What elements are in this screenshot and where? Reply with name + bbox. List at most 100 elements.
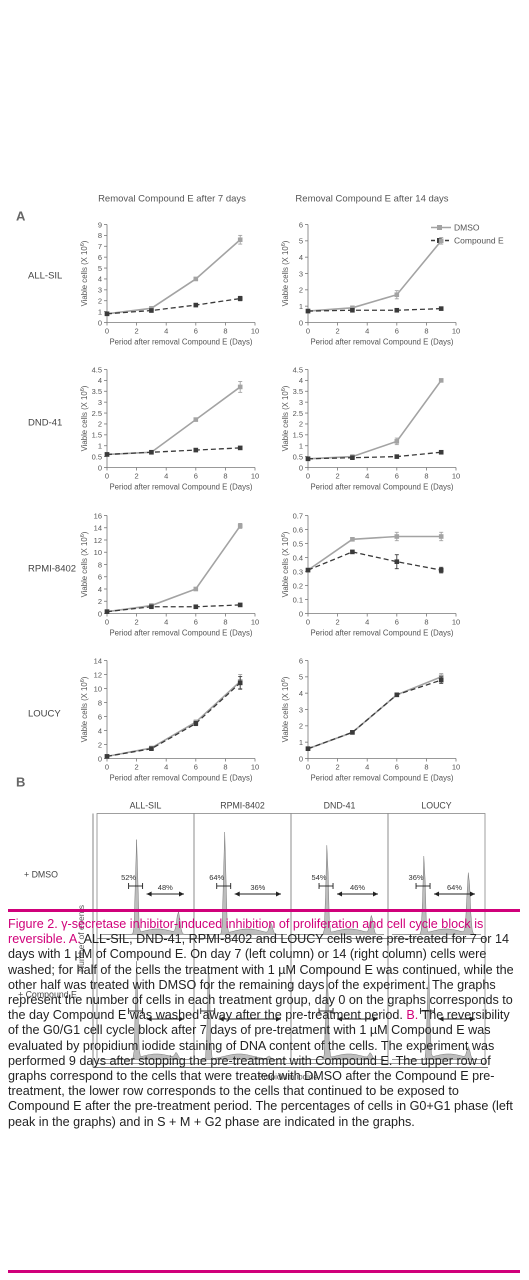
y-tick-label: 6 <box>98 253 102 262</box>
series-line-compound-e <box>106 682 241 758</box>
sg2m-gate-arrow <box>337 891 343 897</box>
row-label-dnd-41: DND-41 <box>28 418 62 429</box>
data-point-compound-e <box>350 455 355 460</box>
sg2m-gate-arrow <box>276 1016 281 1022</box>
y-tick-label: 2.5 <box>293 409 303 418</box>
y-tick-label: 2 <box>299 722 303 731</box>
y-axis-label: Viable cells (X 106) <box>80 240 89 306</box>
x-tick-label: 2 <box>135 472 139 481</box>
y-tick-label: 7 <box>98 242 102 251</box>
row-labels: ALL-SIL DND-41 RPMI-8402 LOUCY <box>28 271 76 720</box>
y-axis-label-end: ) <box>281 676 290 679</box>
y-tick-label: 10 <box>94 684 102 693</box>
y-tick-label: 4 <box>98 275 102 284</box>
data-point-dmso <box>193 586 199 592</box>
y-tick-label: 4.5 <box>92 365 102 374</box>
column-title-7-days: Removal Compound E after 7 days <box>98 194 246 205</box>
y-tick-label: 10 <box>94 548 102 557</box>
x-tick-label: 8 <box>424 327 428 336</box>
x-tick-label: 0 <box>306 472 310 481</box>
g1-percent-label: 52% <box>121 873 136 882</box>
y-tick-label: 12 <box>94 670 102 679</box>
sg2m-percent-label: 64% <box>447 883 462 892</box>
data-point-compound-e <box>438 567 444 573</box>
data-point-dmso <box>350 537 355 542</box>
series-line-compound-e <box>307 679 442 750</box>
y-tick-label: 4 <box>98 376 102 385</box>
y-tick-label: 3 <box>98 286 102 295</box>
x-tick-label: 6 <box>395 618 399 627</box>
y-tick-label: 16 <box>94 511 102 520</box>
y-axis-label-end: ) <box>281 240 290 243</box>
y-tick-label: 1 <box>299 302 303 311</box>
data-point-compound-e <box>104 311 110 317</box>
line-chart-rpmi-8402-7-days: 0 2 4 6 8 10 12 14 16 0 2 4 6 8 10 Period after removal… <box>80 511 259 637</box>
data-point-compound-e <box>193 604 199 610</box>
y-axis-label: Viable cells (X 106) <box>281 531 290 597</box>
y-axis-label-end: ) <box>281 385 290 388</box>
y-axis-label-exponent: 6 <box>80 243 86 246</box>
y-tick-label: 0.5 <box>293 452 303 461</box>
column-title-14-days: Removal Compound E after 14 days <box>295 194 448 205</box>
series-line-dmso <box>106 680 241 758</box>
x-tick-label: 4 <box>365 763 369 772</box>
histogram-shape <box>295 968 385 1060</box>
x-tick-label: 10 <box>251 763 259 772</box>
flow-cytometry-histograms: Number of events Propidium iodide + DMSO + … <box>18 801 488 1082</box>
y-axis-label: Viable cells (X 106) <box>80 676 89 742</box>
y-tick-label: 2 <box>299 420 303 429</box>
sg2m-percent-label: 48% <box>158 883 173 892</box>
y-tick-label: 2 <box>98 297 102 306</box>
x-tick-label: 2 <box>336 472 340 481</box>
x-axis-label: Period after removal Compound E (Days) <box>310 774 453 783</box>
series-line-compound-e <box>106 604 241 613</box>
sg2m-gate-arrow <box>470 891 475 897</box>
x-tick-label: 8 <box>424 763 428 772</box>
y-tick-label: 8 <box>98 560 102 569</box>
y-axis-label-end: ) <box>80 676 89 679</box>
line-chart-rpmi-8402-14-days: 0 0.1 0.2 0.3 0.4 0.5 0.6 0.7 0 2 4 6 8 10 Period afte… <box>281 511 460 637</box>
y-tick-label: 2 <box>98 740 102 749</box>
y-tick-label: 3 <box>98 398 102 407</box>
sg2m-gate-arrow <box>337 1016 343 1022</box>
data-point-dmso <box>394 292 400 298</box>
caption-bottom-rule <box>8 1270 520 1273</box>
y-tick-label: 2.5 <box>92 409 102 418</box>
hist-column-title: ALL-SIL <box>130 801 162 811</box>
data-point-dmso <box>237 523 243 529</box>
y-tick-label: 4.5 <box>293 365 303 374</box>
x-tick-label: 10 <box>251 327 259 336</box>
x-tick-label: 2 <box>135 763 139 772</box>
data-point-compound-e <box>394 307 400 313</box>
x-tick-label: 10 <box>452 327 460 336</box>
y-tick-label: 0.5 <box>92 452 102 461</box>
row-label-rpmi-8402: RPMI-8402 <box>28 564 76 575</box>
figure-caption: Figure 2. γ-secretase inhibitor-induced … <box>8 917 518 1130</box>
histogram-shape <box>101 961 191 1060</box>
y-tick-label: 1.5 <box>92 431 102 440</box>
line-chart-loucy-7-days: 0 2 4 6 8 10 12 14 0 2 4 6 8 10 Period after removal C… <box>80 656 259 782</box>
x-axis-label: Period after removal Compound E (Days) <box>109 338 252 347</box>
x-tick-label: 2 <box>336 327 340 336</box>
sg2m-gate-arrow <box>179 1016 184 1022</box>
hist-cell-frame <box>387 938 486 1064</box>
y-tick-label: 0.1 <box>293 595 303 604</box>
x-tick-label: 0 <box>105 618 109 627</box>
y-axis-label-exponent: 6 <box>281 243 287 246</box>
y-tick-label: 1 <box>98 307 102 316</box>
hist-row-label-dash: - <box>18 1002 21 1012</box>
legend-compound-e: Compound E <box>454 236 504 246</box>
y-tick-label: 0.6 <box>293 525 303 534</box>
data-point-compound-e <box>149 308 154 313</box>
histogram-shape <box>392 973 482 1060</box>
panel-label-b: B <box>16 775 25 790</box>
data-point-compound-e <box>394 454 400 459</box>
y-tick-label: 3.5 <box>92 387 102 396</box>
data-point-compound-e <box>350 730 355 735</box>
x-tick-label: 6 <box>194 763 198 772</box>
histogram-shape <box>198 968 287 1060</box>
x-tick-label: 4 <box>365 327 369 336</box>
histogram-shape <box>295 845 385 935</box>
x-tick-label: 6 <box>395 763 399 772</box>
